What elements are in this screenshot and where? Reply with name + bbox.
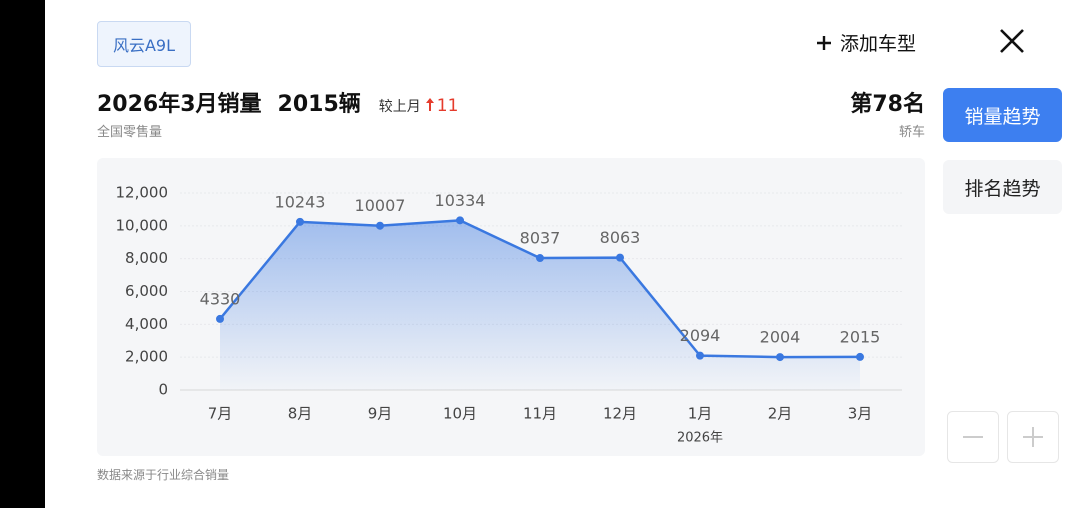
- plus-icon: [817, 35, 831, 50]
- x-tick-label: 2月: [768, 405, 793, 423]
- x-tick-label: 7月: [208, 405, 233, 423]
- title: 2026年3月销量: [97, 92, 262, 117]
- x-tick-label: 11月: [523, 405, 557, 423]
- year-label: 2026年: [677, 431, 723, 446]
- point: [296, 217, 304, 226]
- y-tick-label: 0: [158, 381, 168, 399]
- x-tick-label: 9月: [368, 405, 393, 423]
- value-label: 2094: [680, 326, 721, 345]
- point: [616, 253, 624, 262]
- close-button[interactable]: [998, 27, 1026, 55]
- point: [536, 254, 544, 263]
- value-label: 8063: [600, 228, 641, 247]
- y-tick-label: 8,000: [125, 249, 168, 267]
- y-tick-label: 2,000: [125, 348, 168, 366]
- value-label: 2015: [840, 327, 881, 346]
- y-tick-label: 12,000: [116, 184, 169, 202]
- chart: 0 2,000 4,000 6,000 8,000 10,000 12,000 7月 8月 9月 1…: [97, 158, 925, 456]
- rank-category: 轿车: [898, 125, 925, 140]
- footer: 数据来源于行业综合销量: [97, 468, 230, 482]
- value-label: 10243: [275, 192, 326, 211]
- y-tick-label: 4,000: [125, 315, 168, 333]
- point: [376, 221, 384, 230]
- x-tick-label: 10月: [443, 405, 477, 423]
- area: [220, 220, 860, 390]
- subtitle: 全国零售量: [97, 125, 163, 140]
- value-label: 2004: [760, 328, 801, 347]
- value-label: 8037: [520, 229, 561, 248]
- y-tick-label: 10,000: [116, 216, 169, 234]
- point: [456, 216, 464, 225]
- x-tick-label: 3月: [848, 405, 873, 423]
- value-label: 10334: [435, 191, 486, 210]
- add-model[interactable]: 添加车型: [814, 29, 916, 56]
- point: [776, 353, 784, 362]
- y-tick-label: 6,000: [125, 282, 168, 300]
- point: [856, 352, 864, 361]
- add-label: 添加车型: [840, 33, 917, 55]
- value-label: 4330: [200, 289, 241, 308]
- model-tag[interactable]: 风云A9L: [97, 21, 191, 67]
- change-value: 11: [436, 96, 459, 116]
- tab-active[interactable]: 销量趋势: [943, 88, 1062, 142]
- change-label: 较上月: [378, 99, 421, 115]
- value-label: 10007: [355, 196, 406, 215]
- point: [216, 314, 224, 323]
- zoom-in[interactable]: [1007, 411, 1059, 463]
- sales: 2015辆: [277, 92, 361, 117]
- tab-inactive[interactable]: 排名趋势: [943, 160, 1062, 214]
- zoom-out[interactable]: [947, 411, 999, 463]
- up-arrow: [425, 98, 434, 111]
- headline: 2026年3月销量 2015辆 较上月 11: [97, 86, 458, 118]
- x-tick-label: 1月: [688, 405, 713, 423]
- left-edge: [0, 0, 45, 508]
- point: [696, 351, 704, 360]
- x-tick-label: 12月: [603, 405, 637, 423]
- rank: 第78名: [850, 92, 925, 117]
- x-tick-label: 8月: [288, 405, 313, 423]
